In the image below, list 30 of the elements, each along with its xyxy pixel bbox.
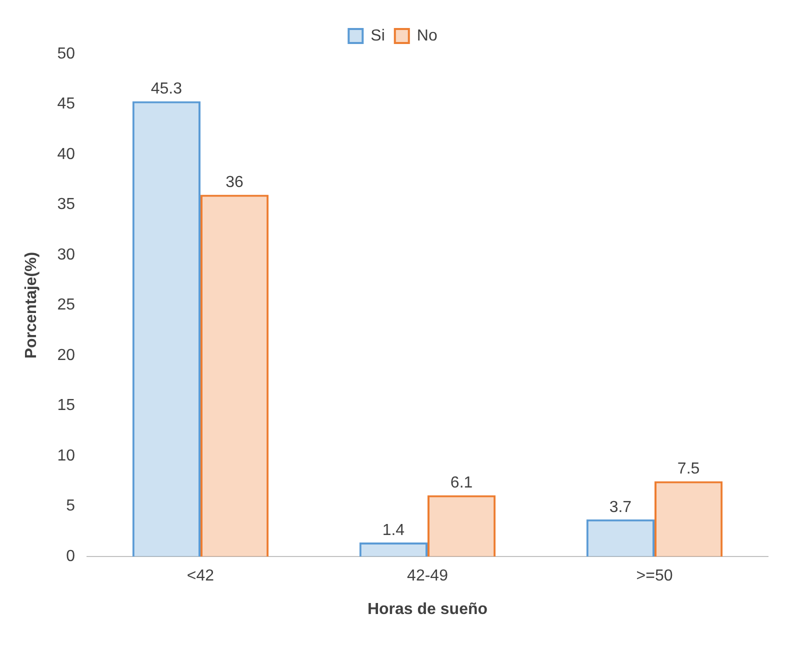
x-tick-label: <42: [186, 568, 214, 585]
legend-label: No: [416, 27, 438, 44]
y-tick-label: 40: [57, 146, 76, 163]
x-tick-label: 42-49: [407, 568, 448, 585]
data-label: 6.1: [450, 474, 473, 492]
y-tick-label: 25: [57, 296, 76, 314]
y-tick-label: 5: [66, 498, 76, 515]
bar: [132, 101, 200, 557]
y-tick-label: 45: [57, 96, 76, 113]
y-tick-label: 35: [57, 196, 76, 214]
y-tick-label: 15: [57, 397, 76, 414]
bar: [359, 542, 428, 557]
y-tick-label: 0: [66, 548, 76, 566]
x-tick-label: >=50: [636, 568, 673, 585]
x-axis-title: Horas de sueño: [367, 600, 488, 618]
bar: [428, 495, 496, 557]
data-label: 7.5: [677, 460, 700, 478]
data-label: 1.4: [382, 522, 405, 539]
legend-label: Si: [370, 27, 385, 44]
bar: [200, 194, 269, 557]
y-tick-label: 20: [57, 346, 76, 364]
y-tick-label: 10: [57, 447, 76, 464]
y-tick-label: 50: [57, 45, 76, 62]
bar: [654, 481, 723, 557]
y-tick-label: 30: [57, 246, 76, 264]
data-label: 45.3: [150, 80, 182, 98]
y-axis-title: Porcentaje(%): [23, 252, 40, 359]
data-label: 36: [226, 174, 244, 192]
data-label: 3.7: [609, 498, 632, 516]
bar: [586, 519, 654, 557]
